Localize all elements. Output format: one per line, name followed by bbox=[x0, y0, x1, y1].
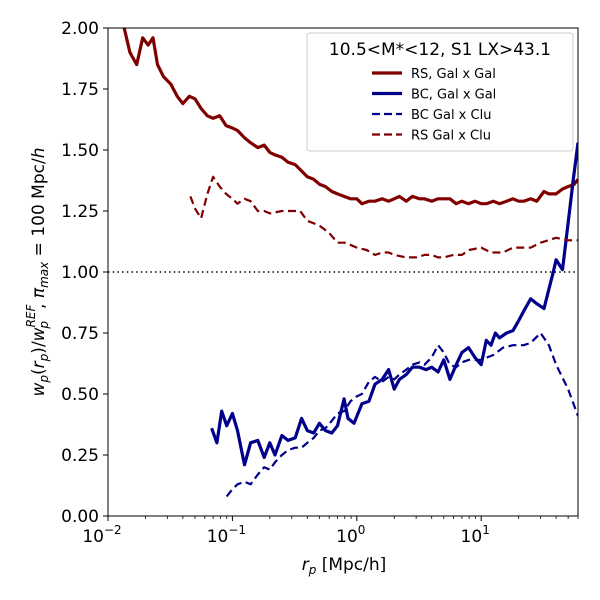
y-tick-label: 0.25 bbox=[61, 446, 99, 466]
y-tick-label: 0.00 bbox=[61, 507, 99, 527]
y-tick-label: 2.00 bbox=[61, 19, 99, 39]
legend-title: 10.5<M*<12, S1 LX>43.1 bbox=[329, 40, 551, 60]
legend-label-2: BC Gal x Clu bbox=[411, 108, 491, 123]
y-tick-label: 0.75 bbox=[61, 324, 99, 344]
y-tick-label: 0.50 bbox=[61, 385, 99, 405]
series-line-2 bbox=[225, 331, 578, 498]
x-tick-label: 101 bbox=[461, 523, 490, 547]
legend-label-3: RS Gal x Clu bbox=[411, 129, 491, 144]
plot-area bbox=[108, 28, 578, 498]
x-axis: 10−2 10−1 100 101 bbox=[82, 516, 579, 547]
y-tick-label: 1.00 bbox=[61, 263, 99, 283]
legend: 10.5<M*<12, S1 LX>43.1 RS, Gal x Gal BC, G… bbox=[306, 32, 574, 152]
series-line-3 bbox=[189, 175, 578, 259]
legend-label-0: RS, Gal x Gal bbox=[411, 67, 496, 82]
legend-box bbox=[306, 32, 574, 152]
x-tick-label: 10−2 bbox=[82, 523, 121, 547]
plot-frame bbox=[107, 27, 579, 517]
y-axis: 0.00 0.25 0.50 0.75 1.00 1.25 1.50 1.75 2.00 bbox=[61, 19, 108, 527]
legend-label-1: BC, Gal x Gal bbox=[411, 88, 496, 103]
x-tick-label: 10−1 bbox=[207, 523, 246, 547]
series-line-0 bbox=[122, 28, 578, 206]
y-tick-label: 1.50 bbox=[61, 141, 99, 161]
y-tick-label: 1.25 bbox=[61, 202, 99, 222]
y-axis-label: wp(rp)/wREFp, πmax = 100 Mpc/h bbox=[24, 148, 51, 397]
x-axis-label: rp [Mpc/h] bbox=[302, 555, 387, 577]
x-tick-label: 100 bbox=[336, 523, 365, 547]
y-tick-label: 1.75 bbox=[61, 80, 99, 100]
series-line-1 bbox=[210, 142, 578, 467]
